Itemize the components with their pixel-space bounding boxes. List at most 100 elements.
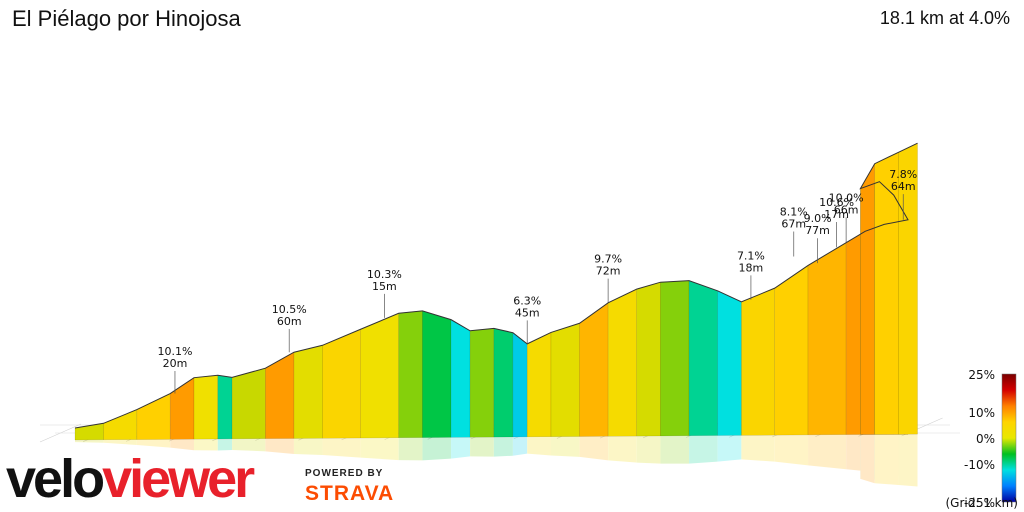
gradient-segment xyxy=(636,281,661,437)
gradient-segment-reflection xyxy=(741,435,775,462)
gradient-segment-reflection xyxy=(103,439,137,445)
gradient-segment-reflection xyxy=(360,437,399,461)
gradient-segment-reflection xyxy=(493,436,513,457)
gradient-segment xyxy=(450,319,471,438)
gradient-segment xyxy=(103,409,138,441)
gradient-segment-reflection xyxy=(422,437,452,461)
gradient-segment-reflection xyxy=(808,434,847,470)
gradient-segment-reflection xyxy=(636,435,661,464)
gradient-segment-reflection xyxy=(265,438,294,455)
gradient-segment xyxy=(193,374,219,440)
strava-logo: STRAVA xyxy=(305,482,395,505)
gradient-segment xyxy=(774,264,809,436)
gradient-segment-reflection xyxy=(217,438,233,451)
annotation-length: 45m xyxy=(515,306,540,319)
annotation-gradient: 10.3% xyxy=(367,268,402,281)
annotation-gradient: 7.1% xyxy=(737,249,765,262)
gradient-segment xyxy=(688,280,718,436)
gradient-segment-reflection xyxy=(75,439,104,443)
gradient-segment-reflection xyxy=(293,438,323,456)
gradient-segment xyxy=(526,332,552,438)
gradient-segment xyxy=(231,367,266,440)
gradient-segment-reflection xyxy=(232,438,266,452)
gradient-segment xyxy=(360,312,399,439)
profile-reflection xyxy=(75,434,918,487)
annotation-length: 64m xyxy=(891,180,916,193)
gradient-segment xyxy=(660,280,690,437)
gradient-segment xyxy=(469,328,495,438)
gradient-segment-reflection xyxy=(860,434,880,480)
page-title: El Piélago por Hinojosa xyxy=(12,6,241,31)
gradient-segment-reflection xyxy=(879,434,894,480)
gradient-legend: 25% 10% 0% -10% -25% xyxy=(964,368,1017,510)
gradient-segment xyxy=(807,242,847,436)
annotation-length: 15m xyxy=(372,280,397,293)
legend-tick-label: -25% xyxy=(964,496,995,510)
gradient-segment-reflection xyxy=(136,439,171,448)
gradient-segment-reflection xyxy=(608,436,637,463)
gradient-segment xyxy=(874,151,899,435)
annotation-length: 72m xyxy=(596,265,621,278)
annotation-length: 18m xyxy=(739,261,764,274)
annotation-gradient: 9.7% xyxy=(594,253,622,266)
gradient-segment xyxy=(717,290,742,436)
legend-colorbar xyxy=(1001,373,1017,503)
gradient-segment xyxy=(422,310,452,438)
gradient-segment-reflection xyxy=(551,436,580,457)
climb-stats: 18.1 km at 4.0% xyxy=(879,8,1010,28)
gradient-segment-reflection xyxy=(660,435,690,464)
grid-note: (Grid: 1 km) xyxy=(945,496,1019,510)
gradient-segment-reflection xyxy=(322,438,361,458)
gradient-segment xyxy=(169,377,195,440)
gradient-annotations: 10.1%20m 10.5%60m 10.3%15m 6.3%45m 9.7%72m 7.… xyxy=(157,168,917,394)
gradient-segment-reflection xyxy=(774,434,809,466)
gradient-segment xyxy=(217,374,233,440)
gradient-segment-reflection xyxy=(579,436,609,461)
annotation-gradient: 10.6% xyxy=(819,196,854,209)
gradient-segment-reflection xyxy=(898,434,918,487)
gradient-segment-reflection xyxy=(451,437,471,459)
gradient-segment-reflection xyxy=(689,435,718,464)
gradient-segment xyxy=(607,288,637,437)
annotation-gradient: 9.0% xyxy=(804,212,832,225)
annotation-length: 66m xyxy=(834,203,859,216)
annotation-gradient: 10.0% xyxy=(829,191,864,204)
gradient-segment-reflection xyxy=(194,439,218,451)
gradient-segment-reflection xyxy=(874,434,899,486)
gradient-segment xyxy=(579,302,609,437)
gradient-segment xyxy=(322,328,361,439)
annotation-length: 17m xyxy=(824,208,849,221)
annotation-gradient: 8.1% xyxy=(780,206,808,219)
gradient-segment-reflection xyxy=(470,437,494,457)
gradient-segment xyxy=(398,310,423,439)
annotation-gradient: 10.5% xyxy=(272,303,307,316)
veloviewer-logo: veloviewer xyxy=(6,449,255,509)
legend-tick-label: -10% xyxy=(964,458,995,472)
annotation-gradient: 7.8% xyxy=(889,168,917,181)
gradient-segment xyxy=(741,287,775,436)
gradient-segment-reflection xyxy=(893,434,908,478)
gradient-segment xyxy=(512,332,528,438)
gradient-segment-reflection xyxy=(865,434,885,473)
gradient-segment xyxy=(136,393,171,440)
gradient-segment-reflection xyxy=(717,435,742,462)
legend-tick-label: 25% xyxy=(968,368,995,382)
annotation-length: 60m xyxy=(277,315,302,328)
annotation-length: 67m xyxy=(781,218,806,231)
annotation-length: 20m xyxy=(163,357,188,370)
legend-tick-label: 0% xyxy=(976,432,995,446)
gradient-segment xyxy=(265,351,295,439)
gradient-segment-reflection xyxy=(398,437,423,461)
gradient-segment-reflection xyxy=(846,434,866,472)
gradient-segment-reflection xyxy=(527,436,551,456)
profile-ridge-line xyxy=(74,142,918,429)
gradient-segment xyxy=(550,322,580,437)
legend-tick-label: 10% xyxy=(968,406,995,420)
profile-walls xyxy=(74,142,918,441)
powered-by-label: POWERED BY xyxy=(305,468,384,479)
gradient-segment-reflection xyxy=(170,439,194,451)
annotation-gradient: 6.3% xyxy=(513,294,541,307)
annotation-gradient: 10.1% xyxy=(157,345,192,358)
annotation-length: 77m xyxy=(805,224,830,237)
